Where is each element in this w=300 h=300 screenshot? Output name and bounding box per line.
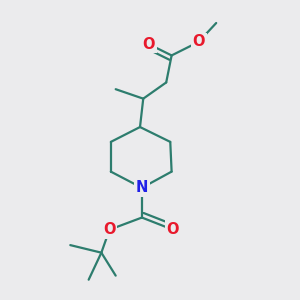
Text: O: O — [142, 37, 155, 52]
Text: N: N — [136, 180, 148, 195]
Text: O: O — [192, 34, 205, 50]
Text: O: O — [167, 222, 179, 237]
Text: O: O — [103, 222, 116, 237]
